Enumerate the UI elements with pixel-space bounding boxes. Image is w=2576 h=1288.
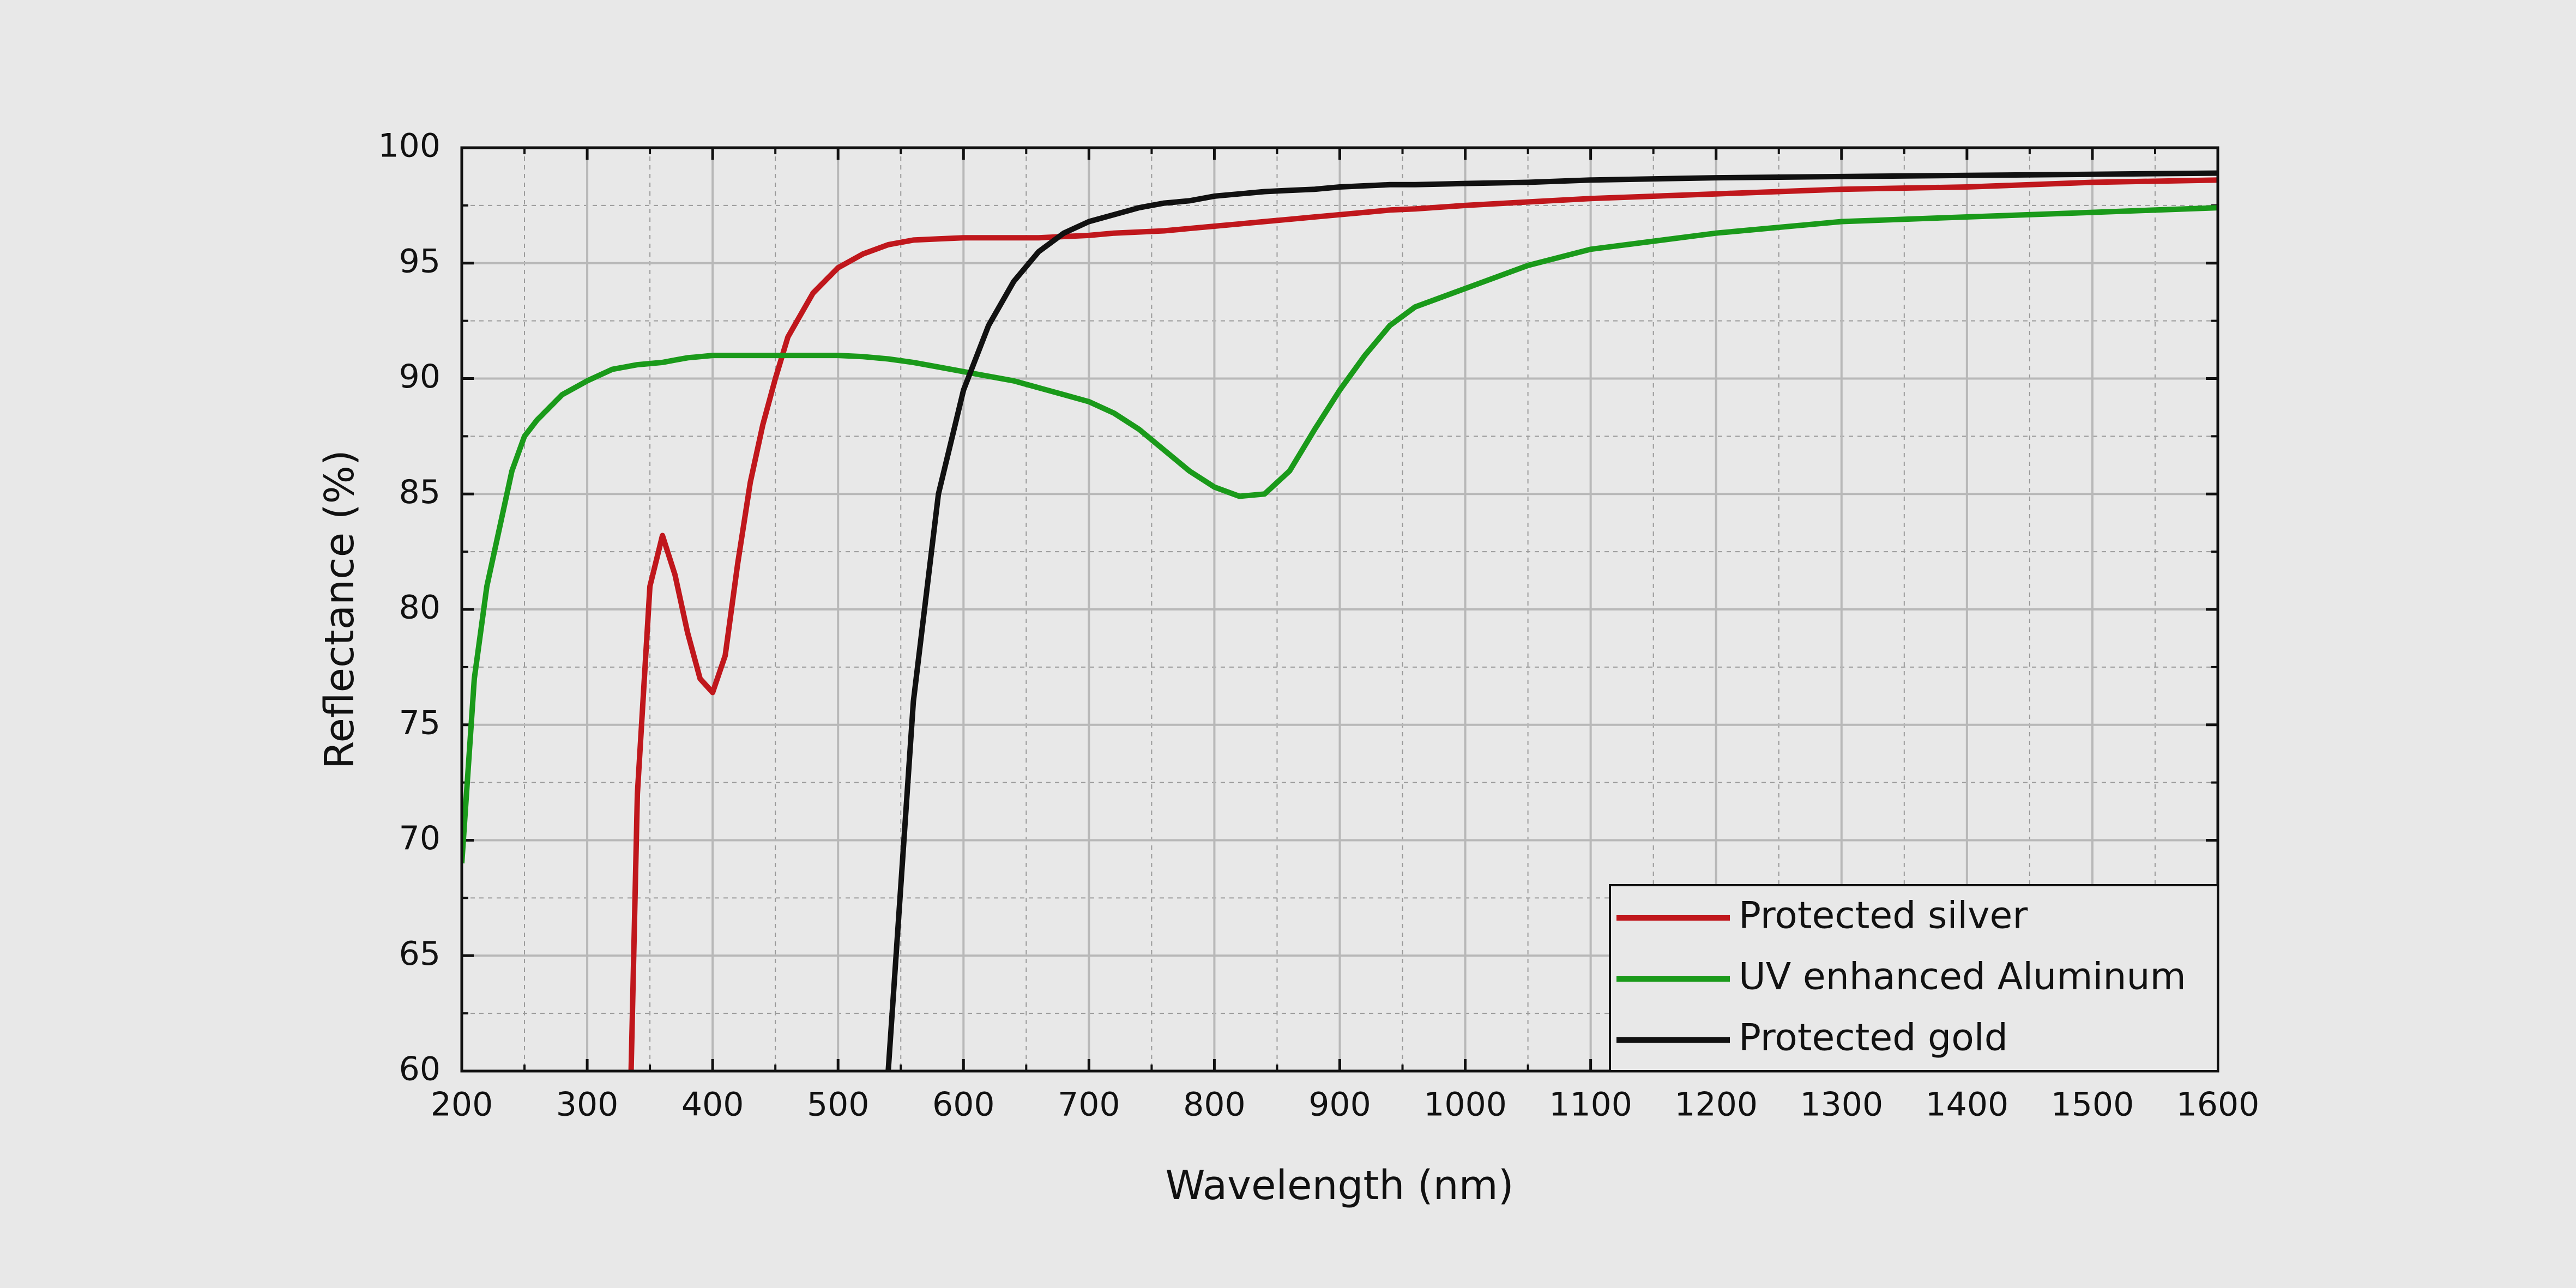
x-tick-label: 400 [681,1086,744,1124]
y-tick-label: 65 [399,935,441,973]
x-tick-label: 800 [1183,1086,1246,1124]
legend-label: UV enhanced Aluminum [1739,956,2186,999]
x-tick-label: 600 [932,1086,995,1124]
y-tick-label: 90 [399,358,441,396]
plot-frame [460,146,2219,1073]
x-tick-label: 1000 [1423,1086,1507,1124]
x-tick-label: 1200 [1674,1086,1758,1124]
x-tick-label: 900 [1308,1086,1371,1124]
y-tick-label: 100 [378,127,441,165]
x-tick-label: 1400 [1926,1086,2009,1124]
y-tick-label: 95 [399,242,441,280]
legend-label: Protected silver [1739,894,2028,938]
y-tick-label: 60 [399,1050,441,1089]
legend-label: Protected gold [1739,1017,2008,1060]
x-tick-label: 1100 [1549,1086,1632,1124]
x-tick-label: 700 [1058,1086,1120,1124]
data-line [462,205,2218,864]
y-axis-title: Reflectance (%) [316,450,363,769]
y-tick-label: 75 [399,704,441,742]
y-tick-label: 70 [399,819,441,857]
data-line [885,170,2218,1071]
y-tick-label: 85 [399,473,441,511]
x-tick-label: 200 [431,1086,493,1124]
x-tick-label: 500 [807,1086,870,1124]
data-line [628,177,2218,1071]
x-tick-label: 1600 [2176,1086,2260,1124]
x-axis-title: Wavelength (nm) [1165,1162,1513,1209]
y-tick-label: 80 [399,589,441,627]
x-tick-label: 1500 [2051,1086,2134,1124]
x-tick-label: 300 [556,1086,619,1124]
x-tick-label: 1300 [1800,1086,1883,1124]
